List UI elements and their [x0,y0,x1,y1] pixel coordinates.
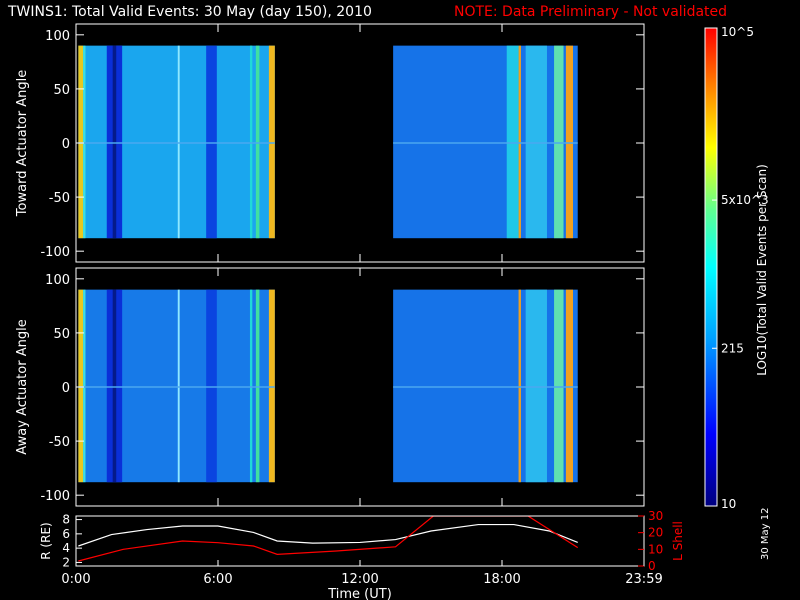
heatmap-band-toward-1-2 [525,45,547,239]
heatmap-band-away-0-4 [177,289,180,483]
figure-note: NOTE: Data Preliminary - Not validated [454,4,728,20]
ytick-label-right-orbit-2: 20 [648,526,663,540]
figure-title: TWINS1: Total Valid Events: 30 May (day … [8,4,372,20]
heatmap-band-toward-0-5 [206,45,217,239]
ytick-label-left-orbit-2: 6 [62,527,70,541]
heatmap-band-toward-1-4 [565,45,573,239]
ylabel-away: Away Actuator Angle [15,319,30,454]
ytick-label-away-4: 100 [45,273,70,288]
colorbar-tick-label-0: 10 [721,497,736,511]
ytick-label-right-orbit-0: 0 [648,559,656,573]
heatmap-band-away-0-3 [112,289,117,483]
heatmap-band-away-0-6 [249,289,253,483]
heatmap-band-toward-0-3 [112,45,117,239]
date-stamp: 30 May 12 [760,507,771,560]
ytick-label-left-orbit-1: 4 [62,541,70,555]
colorbar-tick-label-1: 215 [721,341,744,355]
ylabel-lshell: L Shell [671,521,685,561]
heatmap-band-toward-0-0 [78,45,84,239]
xlabel-time: Time (UT) [327,587,392,600]
colorbar: 10 215 5x10^3 10^5 LOG10(Total Valid Events … [704,25,769,511]
xtick-label-2: 12:00 [341,572,378,587]
heatmap-band-toward-0-7 [255,45,260,239]
colorbar-tick-label-2: 5x10^3 [721,193,769,207]
ytick-label-left-orbit-0: 2 [62,555,70,569]
ylabel-toward: Toward Actuator Angle [15,70,30,217]
heatmap-band-away-0-5 [206,289,217,483]
colorbar-label: LOG10(Total Valid Events per Scan) [755,164,769,376]
ytick-label-away-3: 50 [53,327,70,342]
xtick-label-1: 6:00 [203,572,232,587]
ytick-label-left-orbit-3: 8 [62,513,70,527]
ytick-label-away-2: 0 [62,381,70,396]
ytick-label-toward-1: -50 [49,191,70,206]
ytick-label-toward-4: 100 [45,29,70,44]
heatmap-band-away-0-0 [78,289,84,483]
ylabel-radius: R (RE) [39,522,53,559]
ytick-label-right-orbit-3: 30 [648,509,663,523]
xtick-label-0: 0:00 [61,572,90,587]
colorbar-gradient [705,28,717,506]
heatmap-band-toward-1-1 [506,45,519,239]
heatmap-band-toward-0-8 [268,45,275,239]
ytick-label-toward-2: 0 [62,137,70,152]
ytick-label-toward-3: 50 [53,83,70,98]
heatmap-band-toward-1-3 [554,45,564,239]
heatmap-band-toward-0-1 [83,45,86,239]
colorbar-frame [704,27,718,507]
heatmap-band-away-1-0 [518,289,521,483]
heatmap-band-away-0-1 [83,289,86,483]
ytick-label-toward-0: -100 [40,245,70,260]
colorbar-tick-label-3: 10^5 [721,25,754,39]
heatmap-band-toward-0-4 [177,45,180,239]
heatmap-band-away-1-2 [554,289,564,483]
heatmap-band-away-1-3 [565,289,573,483]
heatmap-block-toward-1 [393,45,578,239]
heatmap-band-away-0-7 [255,289,260,483]
axes-frame-orbit [75,515,645,567]
heatmap-band-toward-1-0 [518,45,521,239]
series-line-lshell [78,516,579,562]
ytick-label-away-1: -50 [49,435,70,450]
xtick-label-3: 18:00 [483,572,520,587]
panel-toward-actuator: -100 -50 0 50 100 Toward Actuator Angle [15,23,645,263]
ytick-label-right-orbit-1: 10 [648,542,663,556]
heatmap-band-away-1-1 [525,289,547,483]
ytick-label-away-0: -100 [40,489,70,504]
panel-away-actuator: -100 -50 0 50 100 Away Actuator Angle [15,267,645,507]
heatmap-band-toward-0-6 [249,45,253,239]
xtick-label-4: 23:59 [625,572,662,587]
heatmap-band-away-0-8 [268,289,275,483]
series-line-radius [78,523,578,547]
heatmap-block-away-1 [393,289,578,483]
